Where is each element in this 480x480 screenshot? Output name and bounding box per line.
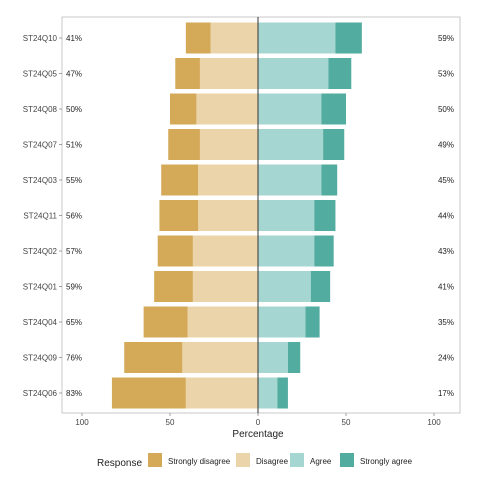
- bar-disagree-st24q11: [198, 200, 258, 231]
- category-label: ST24Q01: [23, 283, 58, 292]
- x-axis-title: Percentage: [232, 429, 284, 440]
- legend-swatch-agree: [290, 453, 304, 467]
- left-percent-label: 50%: [66, 105, 82, 114]
- x-tick-label: 0: [256, 418, 261, 427]
- legend-title: Response: [97, 458, 142, 469]
- bar-strongly-agree-st24q09: [287, 342, 301, 373]
- right-percent-label: 35%: [438, 318, 454, 327]
- bar-disagree-st24q09: [182, 342, 258, 373]
- category-label: ST24Q10: [23, 34, 58, 43]
- bar-strongly-agree-st24q02: [314, 235, 334, 267]
- labels-layer: ST24Q10 41% 59% ST24Q05 47% 53% ST24Q08 50% 50% S…: [23, 34, 454, 398]
- legend-swatch-strongly-agree: [340, 453, 354, 467]
- legend-label-strongly-disagree: Strongly disagree: [168, 457, 231, 466]
- right-percent-label: 45%: [438, 176, 454, 185]
- bar-strongly-disagree-st24q08: [170, 93, 197, 125]
- legend-swatch-strongly-disagree: [148, 453, 162, 467]
- bars-layer: [111, 22, 362, 409]
- bar-strongly-disagree-st24q09: [124, 342, 183, 373]
- right-percent-label: 24%: [438, 354, 454, 363]
- bar-agree-st24q07: [258, 129, 324, 160]
- bar-disagree-st24q08: [196, 93, 258, 125]
- x-tick-label: 100: [75, 418, 89, 427]
- bar-agree-st24q02: [258, 235, 315, 267]
- left-percent-label: 47%: [66, 70, 82, 79]
- bar-disagree-st24q02: [192, 235, 258, 267]
- bar-agree-st24q03: [258, 164, 322, 196]
- bar-strongly-disagree-st24q10: [185, 22, 211, 54]
- legend-swatch-disagree: [236, 453, 250, 467]
- right-percent-label: 41%: [438, 283, 454, 292]
- left-percent-label: 56%: [66, 212, 82, 221]
- x-axis: 100 50 0 50 100: [75, 413, 441, 427]
- bar-strongly-agree-st24q07: [323, 129, 345, 160]
- bar-strongly-agree-st24q03: [321, 164, 338, 196]
- right-percent-label: 59%: [438, 34, 454, 43]
- category-label: ST24Q04: [23, 318, 58, 327]
- category-label: ST24Q08: [23, 105, 58, 114]
- bar-strongly-agree-st24q08: [321, 93, 346, 125]
- bar-disagree-st24q10: [210, 22, 258, 54]
- x-tick-label: 50: [342, 418, 351, 427]
- legend: Response Strongly disagree Disagree Agree S…: [97, 453, 413, 469]
- right-percent-label: 53%: [438, 70, 454, 79]
- bar-agree-st24q05: [258, 58, 329, 89]
- left-percent-label: 65%: [66, 318, 82, 327]
- bar-agree-st24q09: [258, 342, 288, 373]
- bar-disagree-st24q01: [192, 271, 258, 302]
- bar-agree-st24q04: [258, 306, 306, 338]
- category-label: ST24Q02: [23, 247, 58, 256]
- bar-disagree-st24q05: [199, 58, 258, 89]
- left-percent-label: 51%: [66, 141, 82, 150]
- left-percent-label: 76%: [66, 354, 82, 363]
- bar-strongly-agree-st24q01: [310, 271, 331, 302]
- plot-panel-border: [61, 16, 461, 414]
- bar-disagree-st24q07: [199, 129, 258, 160]
- category-label: ST24Q03: [23, 176, 58, 185]
- bar-strongly-agree-st24q10: [335, 22, 362, 54]
- right-percent-label: 17%: [438, 389, 454, 398]
- bar-strongly-agree-st24q05: [328, 58, 352, 89]
- bar-strongly-disagree-st24q07: [168, 129, 200, 160]
- bar-agree-st24q01: [258, 271, 311, 302]
- bar-strongly-disagree-st24q02: [157, 235, 193, 267]
- right-percent-label: 43%: [438, 247, 454, 256]
- legend-label-agree: Agree: [310, 457, 332, 466]
- right-percent-label: 50%: [438, 105, 454, 114]
- bar-strongly-disagree-st24q04: [143, 306, 188, 338]
- legend-label-disagree: Disagree: [256, 457, 289, 466]
- bar-strongly-disagree-st24q03: [161, 164, 199, 196]
- bar-disagree-st24q06: [185, 377, 258, 409]
- bar-strongly-disagree-st24q06: [111, 377, 186, 409]
- category-label: ST24Q09: [23, 354, 58, 363]
- category-label: ST24Q11: [23, 212, 57, 221]
- left-percent-label: 57%: [66, 247, 82, 256]
- right-percent-label: 49%: [438, 141, 454, 150]
- bar-strongly-disagree-st24q11: [159, 200, 199, 231]
- right-percent-label: 44%: [438, 212, 454, 221]
- bar-disagree-st24q04: [187, 306, 258, 338]
- bar-agree-st24q10: [258, 22, 336, 54]
- bar-strongly-disagree-st24q01: [154, 271, 193, 302]
- category-label: ST24Q06: [23, 389, 58, 398]
- left-percent-label: 59%: [66, 283, 82, 292]
- left-percent-label: 41%: [66, 34, 82, 43]
- bar-agree-st24q06: [258, 377, 278, 409]
- category-label: ST24Q05: [23, 70, 58, 79]
- x-tick-label: 50: [166, 418, 175, 427]
- bar-agree-st24q08: [258, 93, 322, 125]
- category-label: ST24Q07: [23, 141, 58, 150]
- bar-agree-st24q11: [258, 200, 315, 231]
- bar-strongly-agree-st24q04: [305, 306, 320, 338]
- bar-strongly-agree-st24q06: [277, 377, 288, 409]
- bar-strongly-agree-st24q11: [314, 200, 336, 231]
- x-tick-label: 100: [427, 418, 441, 427]
- left-percent-label: 55%: [66, 176, 82, 185]
- left-percent-label: 83%: [66, 389, 82, 398]
- bar-disagree-st24q03: [198, 164, 258, 196]
- legend-label-strongly-agree: Strongly agree: [360, 457, 413, 466]
- bar-strongly-disagree-st24q05: [175, 58, 200, 89]
